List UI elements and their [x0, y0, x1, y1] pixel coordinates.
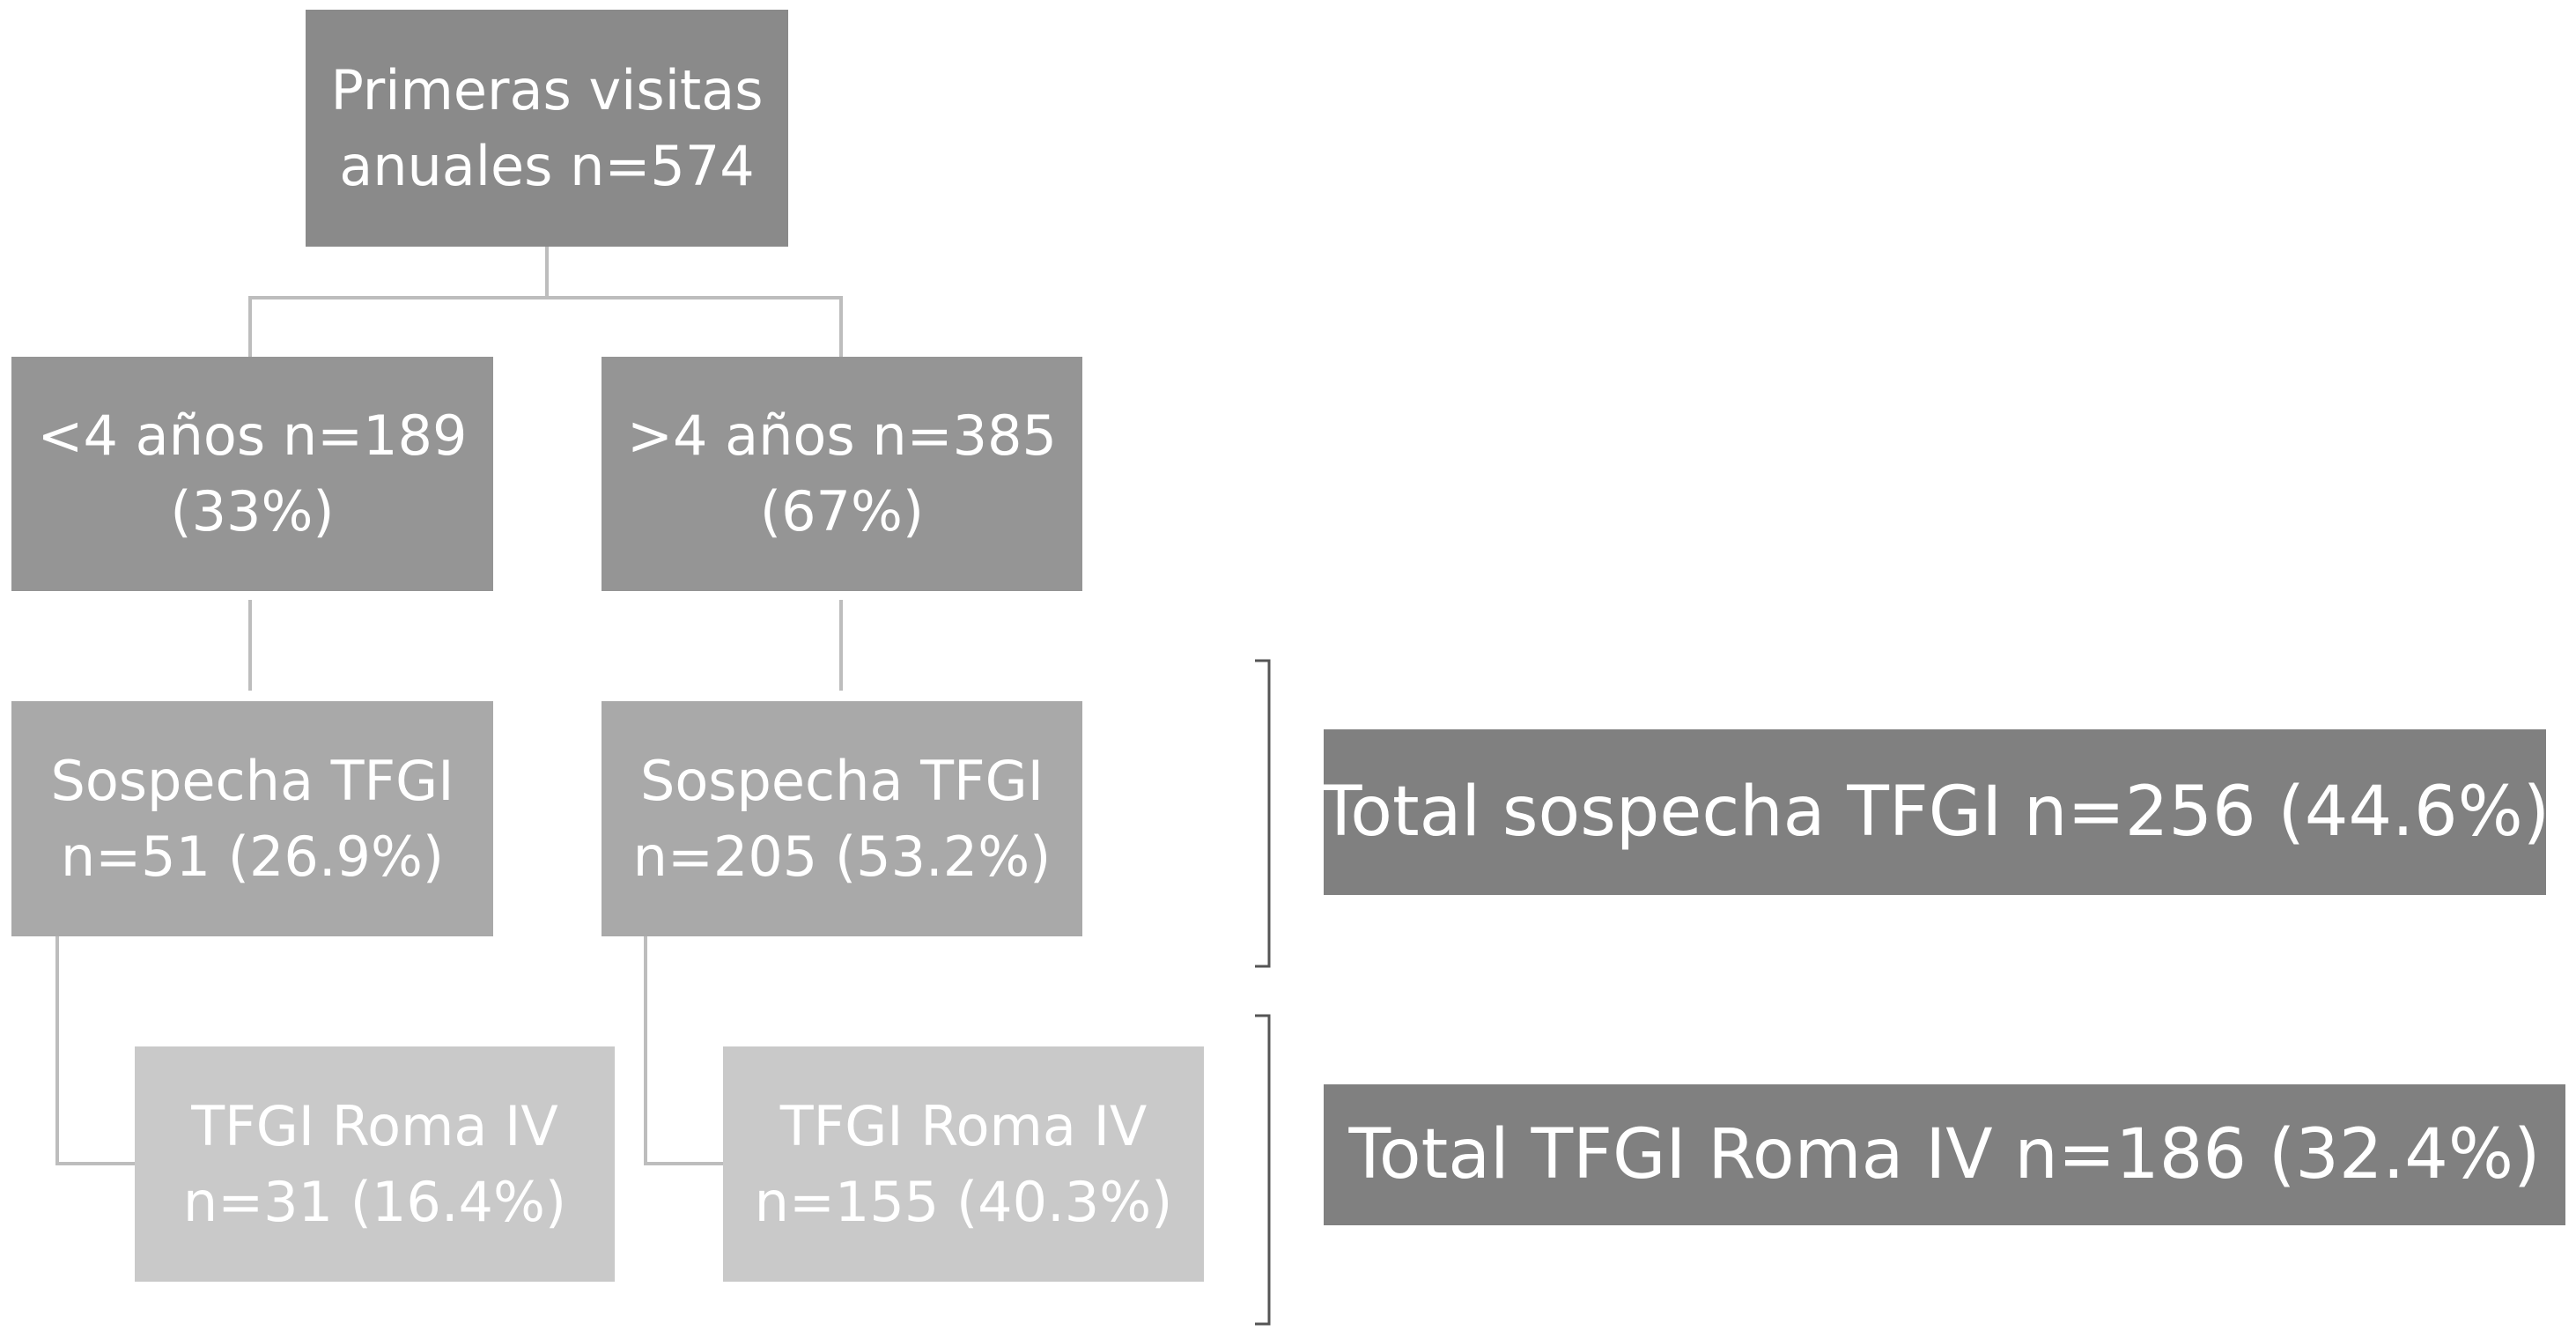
total-text: Total TFGI Roma IV n=186 (32.4%)	[1348, 1115, 2541, 1194]
connector	[248, 247, 549, 357]
node-box: >4 años n=385 (67%)	[602, 357, 1082, 591]
total-box: Total sospecha TFGI n=256 (44.6%)	[1320, 729, 2550, 895]
bracket	[1255, 1014, 1271, 1326]
node-text: anuales n=574	[339, 133, 755, 198]
node-text: (33%)	[170, 479, 335, 543]
node-text: n=155 (40.3%)	[754, 1169, 1173, 1234]
node-box: Primeras visitas anuales n=574	[306, 10, 788, 247]
node-text: Primeras visitas	[330, 57, 764, 122]
connector	[547, 296, 843, 357]
node-box: TFGI Roma IV n=31 (16.4%)	[135, 1046, 615, 1282]
node-box: TFGI Roma IV n=155 (40.3%)	[723, 1046, 1204, 1282]
node-text: TFGI Roma IV	[779, 1093, 1148, 1158]
node-text: n=205 (53.2%)	[632, 824, 1052, 889]
node-text: (67%)	[759, 479, 925, 543]
node-box: <4 años n=189 (33%)	[11, 357, 493, 591]
bracket	[1255, 659, 1271, 968]
total-box: Total TFGI Roma IV n=186 (32.4%)	[1324, 1084, 2565, 1225]
node-box: Sospecha TFGI n=205 (53.2%)	[602, 701, 1082, 936]
connector	[644, 936, 723, 1165]
node-box: Sospecha TFGI n=51 (26.9%)	[11, 701, 493, 936]
total-text: Total sospecha TFGI n=256 (44.6%)	[1319, 773, 2550, 852]
node-text: n=31 (16.4%)	[182, 1169, 567, 1234]
node-text: <4 años n=189	[37, 403, 468, 469]
node-text: >4 años n=385	[627, 403, 1057, 469]
connector	[55, 936, 135, 1165]
node-text: Sospecha TFGI	[50, 748, 454, 813]
node-text: Sospecha TFGI	[639, 748, 1044, 813]
node-text: TFGI Roma IV	[191, 1093, 558, 1158]
node-text: n=51 (26.9%)	[60, 824, 445, 889]
